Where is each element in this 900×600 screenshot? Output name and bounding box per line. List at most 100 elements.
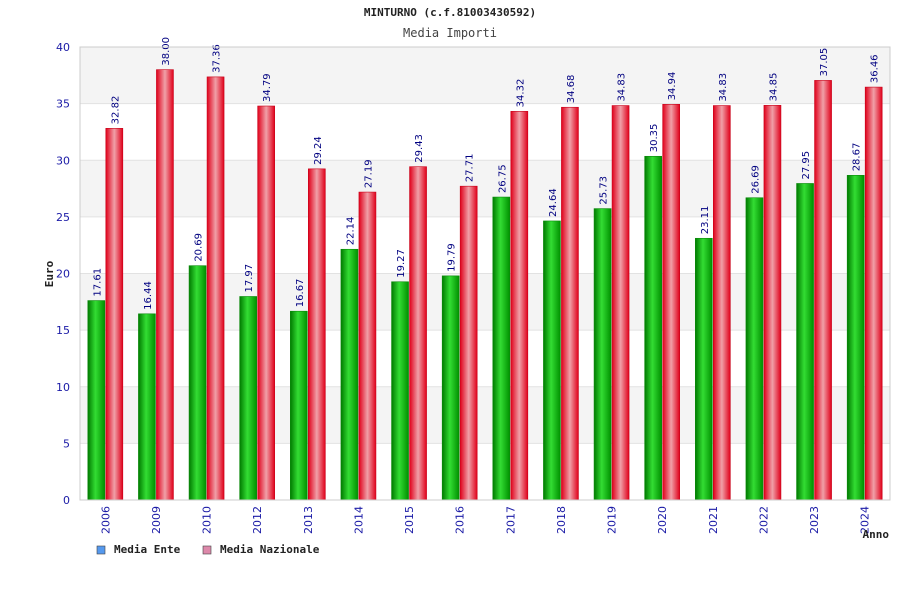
chart-subtitle: Media Importi [403, 26, 497, 40]
bar-media-nazionale [358, 191, 377, 501]
value-label-nazionale: 36.46 [870, 54, 881, 83]
plot-frame [79, 46, 891, 501]
x-tick-label: 2022 [757, 506, 770, 534]
x-tick-label: 2015 [403, 506, 416, 534]
y-axis-title: Euro [43, 260, 56, 287]
bar-media-ente [543, 220, 561, 501]
bars [87, 69, 883, 501]
x-tick-label: 2014 [352, 506, 365, 534]
bar-media-ente [796, 183, 814, 501]
legend-label-ente: Media Ente [114, 543, 181, 556]
bar-media-nazionale [814, 80, 832, 501]
x-tick-label: 2010 [201, 506, 214, 534]
y-tick-label: 0 [63, 494, 70, 507]
bar-media-ente [846, 175, 865, 501]
value-label-nazionale: 32.82 [110, 96, 121, 125]
x-tick-label: 2013 [302, 506, 315, 534]
value-label-nazionale: 29.43 [414, 134, 425, 163]
x-tick-label: 2020 [656, 506, 669, 534]
bar-media-nazionale [864, 86, 883, 501]
legend-swatch-ente [96, 545, 106, 555]
bar-media-ente [138, 313, 156, 501]
x-tick-label: 2016 [454, 506, 467, 534]
value-label-ente: 16.67 [295, 279, 306, 308]
bar-media-nazionale [561, 106, 579, 501]
x-axis-ticks: 2006 2009 2010 2012 2013 2014 2015 2016 2017 2018… [99, 506, 871, 534]
bar-media-nazionale [257, 105, 275, 501]
bar-media-nazionale [105, 128, 124, 501]
bar-media-ente [695, 237, 713, 501]
x-tick-label: 2019 [606, 506, 619, 534]
bar-media-ente [391, 281, 409, 501]
value-label-nazionale: 34.83 [617, 73, 628, 102]
value-label-nazionale: 34.83 [718, 73, 729, 102]
bar-media-ente [340, 248, 359, 501]
value-label-ente: 26.69 [750, 165, 761, 194]
y-tick-label: 20 [56, 268, 70, 281]
value-label-nazionale: 38.00 [161, 37, 172, 66]
value-label-ente: 17.61 [92, 268, 103, 297]
bar-media-ente [239, 296, 257, 501]
bar-media-nazionale [763, 105, 782, 501]
x-tick-label: 2018 [555, 506, 568, 534]
value-label-nazionale: 37.36 [212, 44, 223, 73]
x-tick-label: 2023 [808, 506, 821, 534]
bar-media-nazionale [611, 105, 630, 501]
bar-media-nazionale [308, 168, 326, 501]
value-label-ente: 30.35 [649, 124, 660, 153]
value-label-ente: 27.95 [801, 151, 812, 180]
bar-media-ente [644, 155, 662, 501]
y-tick-label: 40 [56, 41, 70, 54]
legend: Media Ente Media Nazionale [96, 543, 320, 556]
x-tick-label: 2017 [504, 506, 517, 534]
bar-media-nazionale [510, 111, 529, 501]
value-label-nazionale: 34.85 [768, 73, 779, 102]
value-label-ente: 19.27 [396, 249, 407, 278]
x-tick-label: 2024 [859, 506, 872, 534]
value-label-nazionale: 27.71 [465, 154, 476, 183]
y-tick-label: 15 [56, 324, 70, 337]
value-label-ente: 20.69 [194, 233, 205, 262]
value-label-nazionale: 34.79 [262, 73, 273, 102]
value-label-nazionale: 34.32 [515, 79, 526, 108]
y-tick-label: 35 [56, 98, 70, 111]
value-label-ente: 17.97 [244, 264, 255, 293]
bar-media-ente [745, 197, 764, 501]
value-label-ente: 25.73 [599, 176, 610, 205]
y-axis-ticks: 0 5 10 15 20 25 30 35 40 [56, 41, 70, 507]
bar-media-ente [290, 310, 308, 501]
bar-media-ente [593, 208, 612, 501]
bar-media-nazionale [156, 69, 174, 501]
x-tick-label: 2012 [251, 506, 264, 534]
value-label-ente: 23.11 [700, 206, 711, 235]
value-label-ente: 26.75 [497, 164, 508, 193]
y-tick-label: 30 [56, 154, 70, 167]
y-tick-label: 25 [56, 211, 70, 224]
bar-media-nazionale [713, 105, 731, 501]
value-label-ente: 19.79 [447, 243, 458, 272]
value-labels: 17.61 32.82 16.44 38.00 20.69 37.36 17.97 34.79… [92, 37, 880, 310]
y-tick-label: 10 [56, 381, 70, 394]
legend-label-nazionale: Media Nazionale [220, 543, 320, 556]
legend-swatch-nazionale [202, 545, 212, 555]
bar-media-nazionale [459, 185, 478, 501]
value-label-nazionale: 34.68 [566, 75, 577, 104]
y-tick-label: 5 [63, 437, 70, 450]
bar-media-ente [188, 265, 207, 501]
value-label-nazionale: 27.19 [363, 159, 374, 188]
value-label-ente: 16.44 [143, 281, 154, 310]
bar-media-nazionale [662, 104, 680, 501]
value-label-ente: 28.67 [852, 143, 863, 172]
value-label-nazionale: 34.94 [667, 72, 678, 101]
value-label-ente: 22.14 [345, 217, 356, 246]
chart-title: MINTURNO (c.f.81003430592) [364, 6, 536, 19]
bar-media-ente [441, 275, 460, 501]
bar-media-ente [492, 196, 511, 501]
x-tick-label: 2021 [707, 506, 720, 534]
value-label-nazionale: 37.05 [819, 48, 830, 77]
x-tick-label: 2006 [99, 506, 112, 534]
value-label-nazionale: 29.24 [313, 136, 324, 165]
x-axis-title: Anno [863, 528, 890, 541]
bar-media-ente [87, 300, 106, 501]
